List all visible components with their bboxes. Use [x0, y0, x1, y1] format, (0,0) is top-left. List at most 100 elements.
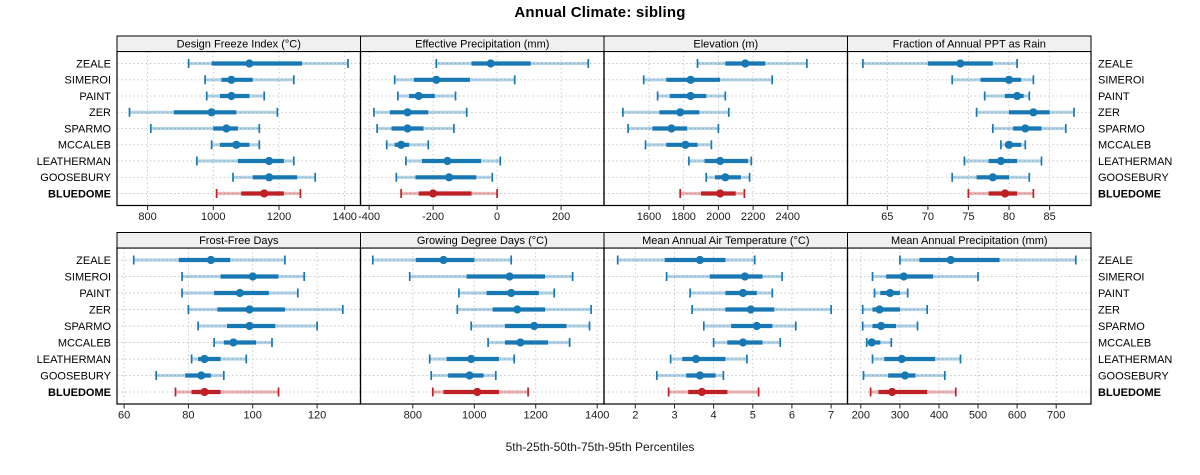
axis-tick-label: 800: [404, 410, 422, 422]
median-dot: [886, 288, 895, 298]
series-row-zer: [861, 305, 929, 314]
median-dot: [956, 59, 965, 68]
median-dot: [245, 59, 254, 68]
series-row-sparmo: [991, 124, 1067, 133]
series-row-zeale: [132, 255, 286, 265]
series-row-paint: [205, 91, 266, 101]
median-dot: [513, 305, 522, 314]
panel-strip-title: Mean Annual Precipitation (mm): [891, 235, 1048, 247]
site-label-left-mccaleb: MCCALEB: [58, 140, 111, 152]
site-label-right-mccaleb: MCCALEB: [1098, 337, 1151, 349]
median-dot: [695, 255, 705, 265]
site-label-right-paint: PAINT: [1098, 288, 1130, 300]
median-dot: [222, 124, 231, 133]
median-dot: [507, 288, 516, 298]
site-label-left-sparmo: SPARMO: [64, 321, 111, 333]
axis-tick-label: 1400: [585, 410, 609, 422]
series-row-zeale: [862, 59, 1018, 68]
site-label-left-simeroi: SIMEROI: [65, 271, 111, 283]
series-row-zer: [622, 107, 730, 117]
series-row-mccaleb: [1000, 140, 1027, 150]
median-dot: [1013, 91, 1022, 101]
series-row-paint: [656, 91, 727, 101]
series-row-bluedome: [679, 189, 746, 198]
series-row-zer: [456, 305, 592, 314]
median-dot: [681, 140, 690, 149]
site-label-left-goosebury: GOOSEBURY: [40, 172, 111, 184]
axis-tick-label: 2000: [706, 211, 730, 223]
series-row-simeroi: [871, 272, 979, 281]
axis-tick-label: 0: [494, 211, 500, 223]
median-dot: [691, 354, 701, 364]
median-dot: [875, 305, 884, 314]
panel-strip-title: Design Freeze Index (°C): [177, 39, 301, 51]
site-label-right-bluedome: BLUEDOME: [1098, 188, 1161, 200]
median-dot: [900, 371, 910, 380]
axis-tick-label: 7: [828, 410, 834, 422]
series-row-simeroi: [393, 75, 516, 85]
site-label-left-zer: ZER: [89, 107, 111, 119]
median-dot: [899, 272, 908, 281]
median-dot: [988, 173, 997, 182]
site-label-right-simeroi: SIMEROI: [1098, 271, 1144, 283]
median-dot: [946, 255, 955, 265]
series-row-zeale: [187, 59, 349, 68]
axis-tick-label: 1000: [462, 410, 486, 422]
site-label-left-leatherman: LEATHERMAN: [37, 156, 111, 168]
series-row-paint: [181, 288, 299, 298]
median-dot: [200, 387, 209, 397]
median-dot: [403, 124, 412, 133]
series-row-paint: [458, 288, 556, 298]
panel-elevation-m: Elevation (m) 1600 1800 2000 2200 2400: [603, 35, 849, 223]
site-label-left-sparmo: SPARMO: [64, 123, 111, 135]
median-dot: [667, 124, 676, 133]
axis-tick-label: 75: [962, 211, 974, 223]
axis-tick-label: 800: [138, 211, 156, 223]
axis-tick-label: 65: [881, 211, 893, 223]
median-dot: [486, 59, 495, 68]
axis-tick-label: 1800: [671, 211, 695, 223]
median-dot: [465, 371, 474, 380]
site-label-right-zeale: ZEALE: [1098, 255, 1133, 267]
panel-effective-precipitation-mm: Effective Precipitation (mm) -400 -200 0 200: [358, 35, 605, 223]
median-dot: [1004, 75, 1014, 84]
axis-tick-label: 2200: [741, 211, 765, 223]
median-dot: [445, 173, 454, 182]
series-row-goosebury: [655, 371, 725, 380]
axis-tick-label: 80: [182, 410, 194, 422]
axis-tick-label: 1200: [267, 211, 291, 223]
panel-strip-title: Fraction of Annual PPT as Rain: [893, 39, 1046, 51]
site-label-right-sparmo: SPARMO: [1098, 321, 1145, 333]
median-dot: [716, 189, 725, 198]
median-dot: [686, 91, 695, 101]
site-label-left-bluedome: BLUEDOME: [48, 188, 111, 200]
series-row-leatherman: [405, 156, 502, 166]
axis-tick-label: 1600: [637, 211, 661, 223]
series-row-goosebury: [430, 371, 497, 380]
site-label-right-simeroi: SIMEROI: [1098, 75, 1144, 87]
median-dot: [229, 338, 238, 347]
site-label-right-leatherman: LEATHERMAN: [1098, 156, 1172, 168]
site-label-right-zer: ZER: [1098, 304, 1120, 316]
series-row-zeale: [435, 59, 590, 68]
axis-tick-label: 60: [118, 410, 130, 422]
median-dot: [530, 321, 539, 331]
axis-tick-label: 600: [1008, 410, 1026, 422]
axis-tick-label: 1200: [523, 410, 547, 422]
series-row-zer: [975, 107, 1075, 117]
series-row-goosebury: [862, 371, 946, 380]
series-row-mccaleb: [210, 140, 261, 150]
series-row-bluedome: [215, 189, 302, 198]
median-dot: [888, 387, 897, 397]
series-row-bluedome: [431, 387, 529, 397]
series-row-leatherman: [669, 354, 748, 364]
series-row-goosebury: [232, 172, 317, 182]
site-label-right-mccaleb: MCCALEB: [1098, 140, 1151, 152]
series-row-paint: [689, 288, 774, 298]
median-dot: [996, 156, 1006, 166]
series-row-leatherman: [963, 156, 1043, 166]
axis-tick-label: 200: [852, 410, 870, 422]
median-dot: [207, 108, 216, 117]
series-row-simeroi: [951, 75, 1035, 85]
